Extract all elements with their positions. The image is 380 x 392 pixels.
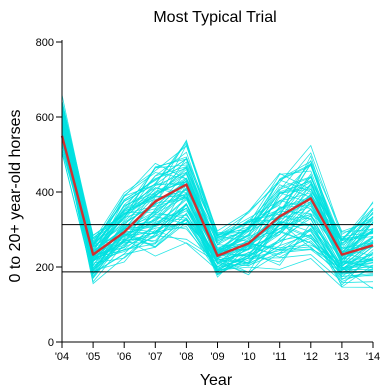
trial-line bbox=[61, 152, 374, 279]
trial-line bbox=[61, 125, 374, 274]
trial-line bbox=[61, 100, 374, 252]
y-tick-label: 400 bbox=[36, 187, 54, 199]
x-tick-label: '07 bbox=[148, 351, 162, 363]
trial-line bbox=[61, 141, 374, 281]
x-axis-label: Year bbox=[200, 372, 233, 389]
y-axis-label: 0 to 20+ year-old horses bbox=[7, 110, 24, 283]
x-tick-label: '12 bbox=[304, 351, 318, 363]
trial-line bbox=[61, 124, 374, 265]
y-tick-label: 800 bbox=[36, 37, 54, 49]
reference-lines bbox=[62, 224, 373, 273]
x-tick-label: '04 bbox=[55, 351, 69, 363]
trial-line bbox=[61, 132, 374, 280]
trial-line bbox=[61, 134, 374, 274]
y-tick-label: 600 bbox=[36, 112, 54, 124]
x-tick-label: '10 bbox=[241, 351, 255, 363]
x-tick-label: '11 bbox=[273, 351, 287, 363]
trial-line bbox=[61, 101, 374, 246]
trial-line bbox=[61, 136, 374, 288]
axes: 0 200 400 600 800 '04 '05 '06 '07 '08 '09 '10 '11 '12… bbox=[36, 37, 380, 363]
trial-line bbox=[61, 119, 374, 246]
x-tick-label: '13 bbox=[335, 351, 349, 363]
trial-line bbox=[61, 106, 374, 248]
x-tick-label: '09 bbox=[210, 351, 224, 363]
x-tick-label: '05 bbox=[86, 351, 100, 363]
x-tick-label: '06 bbox=[117, 351, 131, 363]
x-tick-label: '08 bbox=[179, 351, 193, 363]
x-tick-label: '14 bbox=[366, 351, 380, 363]
typical-trial-line bbox=[60, 135, 374, 257]
trial-ensemble bbox=[61, 94, 374, 290]
trial-line bbox=[61, 124, 374, 271]
trial-line bbox=[61, 104, 374, 255]
trial-line bbox=[61, 139, 374, 282]
trial-line bbox=[61, 94, 374, 243]
y-tick-label: 0 bbox=[48, 337, 54, 349]
y-tick-label: 200 bbox=[36, 262, 54, 274]
chart-title: Most Typical Trial bbox=[153, 9, 276, 26]
